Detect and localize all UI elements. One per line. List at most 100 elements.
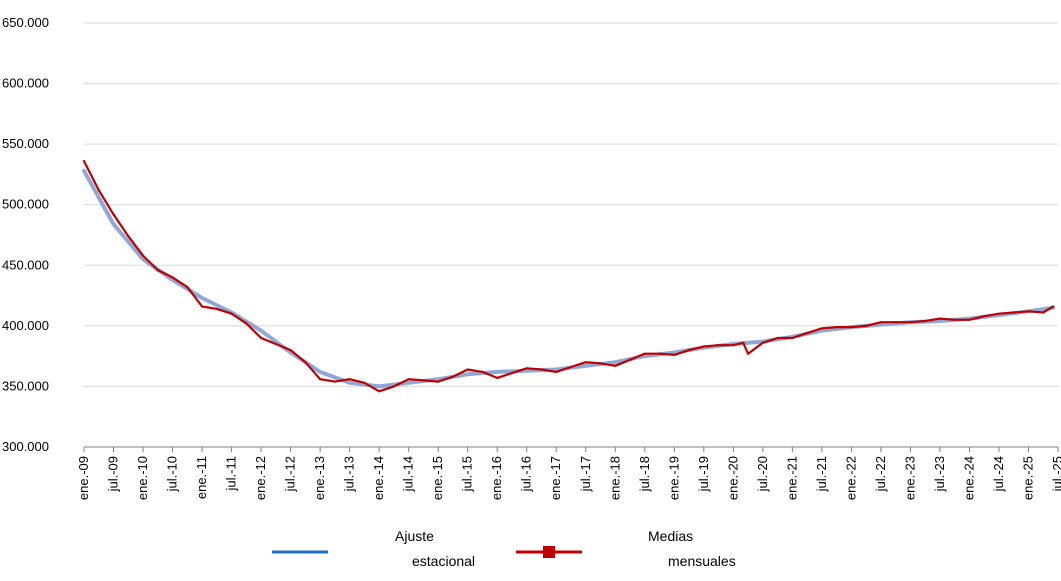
medias-point (747, 352, 750, 355)
x-tick-label: jul.-09 (106, 456, 121, 492)
legend-swatch-ajuste (272, 550, 328, 554)
medias-point (201, 305, 204, 308)
x-tick-label: jul.-11 (224, 456, 239, 491)
medias-point (1012, 311, 1015, 314)
x-tick-label: jul.-17 (578, 456, 593, 492)
y-axis: 300.000 350.000 400.000 450.000 500.000 550.0… (2, 15, 49, 454)
medias-point (156, 269, 159, 272)
x-tick-label: jul.-19 (696, 456, 711, 492)
legend-label-medias-line2: mensuales (668, 553, 736, 569)
medias-point (584, 361, 587, 364)
series-group (82, 160, 1056, 393)
y-tick-label: 400.000 (2, 318, 49, 333)
x-axis: ene.-09 jul.-09 ene.-10 jul.-10 ene.-11 jul.-… (76, 446, 1061, 500)
x-tick-label: jul.-20 (755, 456, 770, 492)
medias-point (924, 319, 927, 323)
medias-point (378, 390, 381, 393)
x-tick-label: jul.-18 (637, 456, 652, 492)
y-tick-label: 300.000 (2, 439, 49, 454)
x-tick-label: ene.-09 (76, 456, 91, 500)
y-tick-label: 500.000 (2, 197, 49, 212)
medias-point (510, 372, 514, 375)
medias-point (215, 307, 218, 310)
medias-point (820, 327, 824, 330)
medias-point (451, 375, 454, 378)
legend-swatch-medias (516, 546, 582, 558)
medias-point (112, 213, 115, 216)
medias-point (776, 336, 779, 340)
y-tick-label: 450.000 (2, 257, 49, 272)
medias-point (392, 385, 395, 388)
medias-point (466, 368, 469, 371)
medias-point (1027, 310, 1030, 313)
legend-label-medias: Medias (648, 525, 693, 547)
x-tick-label: jul.-21 (814, 456, 829, 492)
x-tick-label: ene.-13 (312, 456, 327, 500)
medias-point (363, 381, 366, 384)
x-tick-label: jul.-14 (401, 456, 416, 492)
medias-point (555, 370, 558, 373)
medias-point (127, 235, 130, 238)
medias-point (702, 345, 705, 348)
line-chart: 300.000 350.000 400.000 450.000 500.000 550.0… (2, 15, 1061, 500)
medias-point (569, 365, 573, 369)
medias-point (628, 358, 632, 361)
medias-point (540, 368, 543, 371)
medias-point (806, 332, 809, 335)
medias-point (1052, 305, 1055, 308)
legend-label-medias-2: mensuales (668, 550, 736, 572)
x-tick-label: jul.-13 (342, 456, 357, 492)
medias-point (997, 312, 1001, 315)
x-tick-label: ene.-23 (902, 456, 917, 500)
x-tick-label: jul.-15 (460, 456, 475, 492)
x-tick-label: jul.-22 (873, 456, 888, 492)
medias-point (82, 160, 86, 163)
x-tick-label: ene.-11 (194, 456, 209, 499)
medias-point (260, 336, 263, 340)
medias-point (481, 370, 484, 373)
medias-point (289, 349, 292, 352)
x-tick-label: ene.-21 (784, 456, 799, 500)
medias-point (437, 380, 440, 383)
medias-point (333, 380, 336, 383)
x-tick-label: ene.-19 (666, 456, 681, 500)
x-tick-label: jul.-24 (991, 456, 1006, 492)
legend-label-ajuste-line1: Ajuste (395, 528, 434, 544)
x-tick-label: jul.-12 (283, 456, 298, 492)
medias-point (761, 341, 764, 344)
medias-point (141, 254, 145, 257)
medias-point (245, 322, 248, 325)
legend: Ajuste estacional Medias mensuales (0, 528, 1061, 581)
medias-point (658, 352, 661, 355)
x-tick-label: ene.-15 (430, 456, 445, 500)
y-tick-label: 650.000 (2, 15, 49, 30)
medias-point (835, 326, 838, 329)
medias-point (879, 321, 883, 324)
medias-point (274, 342, 277, 346)
medias-point (732, 344, 735, 347)
medias-point (717, 344, 720, 347)
x-tick-label: ene.-16 (489, 456, 504, 500)
y-tick-label: 600.000 (2, 76, 49, 91)
medias-point (953, 318, 956, 321)
medias-point (1042, 311, 1045, 314)
medias-point (186, 286, 189, 289)
x-tick-label: ene.-17 (548, 456, 563, 500)
series-medias-mensuales-line (82, 160, 1055, 393)
medias-point (865, 324, 868, 327)
legend-label-ajuste-2: estacional (412, 550, 475, 572)
medias-point (348, 378, 351, 381)
medias-point (983, 315, 986, 318)
legend-label-medias-line1: Medias (648, 528, 694, 544)
x-tick-label: ene.-22 (843, 456, 858, 500)
medias-point (850, 326, 853, 329)
x-tick-label: ene.-14 (371, 456, 386, 500)
medias-point (496, 376, 499, 379)
medias-point (97, 189, 100, 192)
x-tick-label: ene.-25 (1020, 456, 1035, 500)
x-tick-label: jul.-25 (1050, 456, 1061, 492)
medias-point (614, 364, 617, 367)
x-tick-label: jul.-10 (165, 456, 180, 492)
x-tick-label: jul.-23 (932, 456, 947, 492)
medias-point (599, 362, 602, 365)
